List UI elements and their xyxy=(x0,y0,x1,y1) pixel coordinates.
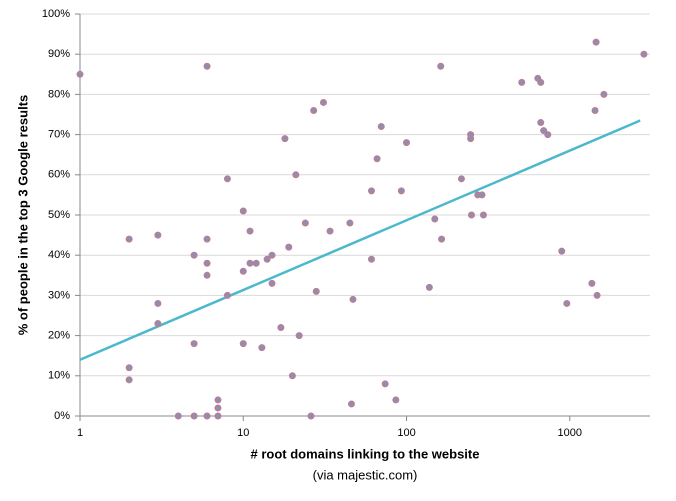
point xyxy=(214,412,222,420)
point xyxy=(214,404,222,412)
point xyxy=(239,207,247,215)
x-tick-label: 100 xyxy=(397,427,415,439)
point xyxy=(479,211,487,219)
x-tick-label: 1000 xyxy=(558,427,582,439)
point xyxy=(346,219,354,227)
point xyxy=(76,70,84,78)
point xyxy=(310,106,318,114)
y-tick-label: 80% xyxy=(48,88,70,100)
y-axis-title: % of people in the top 3 Google results xyxy=(15,95,30,336)
point xyxy=(203,271,211,279)
point xyxy=(301,219,309,227)
point xyxy=(544,131,552,139)
point xyxy=(252,259,260,267)
point xyxy=(154,231,162,239)
point xyxy=(223,175,231,183)
y-tick-label: 60% xyxy=(48,169,70,181)
point xyxy=(246,259,254,267)
point xyxy=(125,364,133,372)
point xyxy=(268,279,276,287)
point xyxy=(288,372,296,380)
point xyxy=(214,396,222,404)
point xyxy=(246,227,254,235)
point xyxy=(537,119,545,127)
point xyxy=(203,259,211,267)
point xyxy=(437,62,445,70)
point xyxy=(540,127,548,135)
point xyxy=(588,279,596,287)
point xyxy=(403,139,411,147)
point xyxy=(349,295,357,303)
y-tick-label: 100% xyxy=(42,8,70,20)
point xyxy=(397,187,405,195)
point xyxy=(154,320,162,328)
x-tick-label: 1 xyxy=(77,427,83,439)
point xyxy=(239,340,247,348)
point xyxy=(600,90,608,98)
point xyxy=(392,396,400,404)
point xyxy=(268,251,276,259)
point xyxy=(478,191,486,199)
point xyxy=(295,332,303,340)
x-axis-title: # root domains linking to the website xyxy=(251,446,480,461)
point xyxy=(438,235,446,243)
point xyxy=(174,412,182,420)
point xyxy=(381,380,389,388)
y-tick-label: 30% xyxy=(48,289,70,301)
point xyxy=(467,135,475,143)
y-tick-label: 20% xyxy=(48,330,70,342)
y-tick-label: 0% xyxy=(54,410,70,422)
point xyxy=(277,324,285,332)
point xyxy=(563,299,571,307)
point xyxy=(457,175,465,183)
point xyxy=(425,283,433,291)
point xyxy=(263,255,271,263)
point xyxy=(239,267,247,275)
point xyxy=(326,227,334,235)
point xyxy=(377,123,385,131)
point xyxy=(154,299,162,307)
point xyxy=(258,344,266,352)
point xyxy=(367,255,375,263)
point xyxy=(285,243,293,251)
point xyxy=(593,291,601,299)
x-axis-subtitle: (via majestic.com) xyxy=(313,467,418,482)
point xyxy=(537,78,545,86)
point xyxy=(125,376,133,384)
trendline xyxy=(79,119,641,361)
point xyxy=(591,106,599,114)
point xyxy=(281,135,289,143)
y-tick-label: 90% xyxy=(48,48,70,60)
point xyxy=(367,187,375,195)
y-tick-label: 40% xyxy=(48,249,70,261)
point xyxy=(307,412,315,420)
point xyxy=(431,215,439,223)
point xyxy=(319,98,327,106)
point xyxy=(125,235,133,243)
point xyxy=(373,155,381,163)
point xyxy=(347,400,355,408)
point xyxy=(223,291,231,299)
point xyxy=(558,247,566,255)
y-tick-label: 50% xyxy=(48,209,70,221)
point xyxy=(592,38,600,46)
y-tick-label: 70% xyxy=(48,129,70,141)
point xyxy=(203,235,211,243)
point xyxy=(203,62,211,70)
point xyxy=(467,211,475,219)
y-tick-label: 10% xyxy=(48,370,70,382)
point xyxy=(640,50,648,58)
point xyxy=(292,171,300,179)
point xyxy=(518,78,526,86)
x-tick-label: 10 xyxy=(237,427,249,439)
point xyxy=(190,251,198,259)
point xyxy=(190,340,198,348)
point xyxy=(312,287,320,295)
point xyxy=(203,412,211,420)
point xyxy=(190,412,198,420)
